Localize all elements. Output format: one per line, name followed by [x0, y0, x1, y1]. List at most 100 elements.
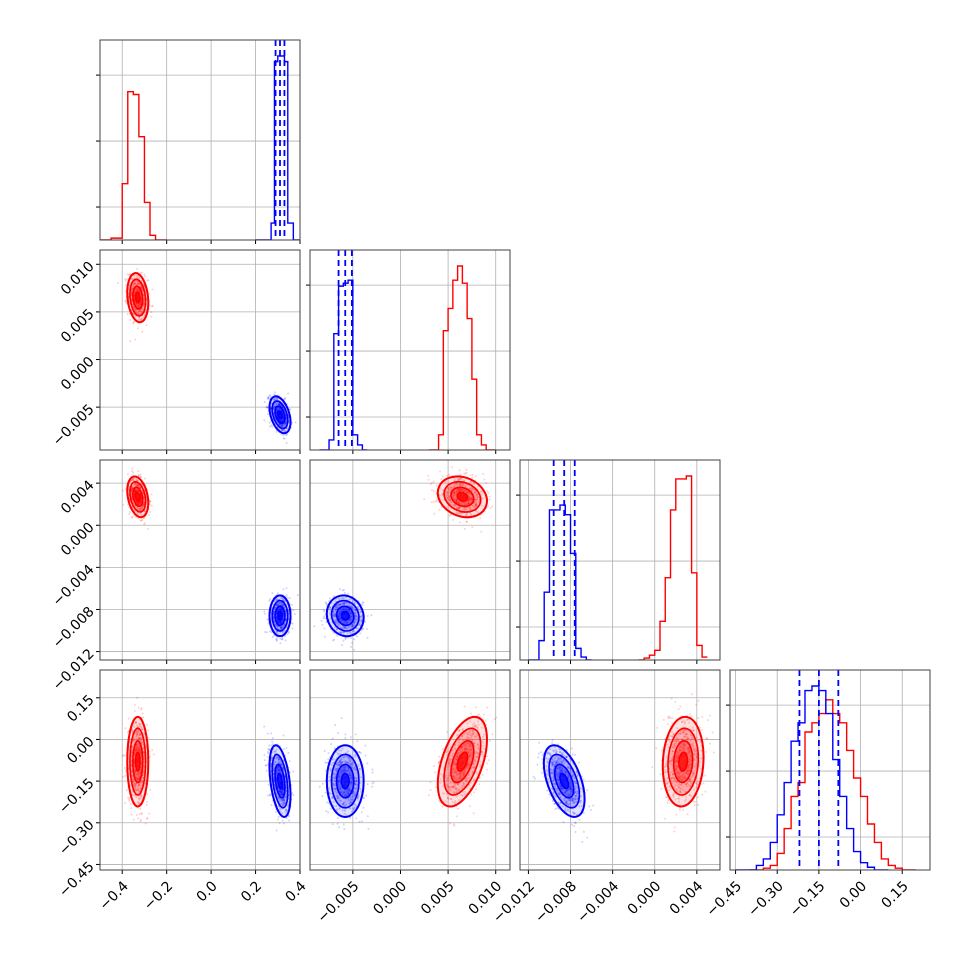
scatter-point	[346, 627, 349, 630]
scatter-point	[149, 788, 152, 791]
scatter-point	[276, 818, 279, 821]
scatter-point	[278, 601, 281, 604]
scatter-point	[263, 612, 266, 615]
scatter-point	[324, 601, 327, 604]
scatter-point	[130, 488, 133, 491]
scatter-point	[466, 491, 469, 494]
scatter-point	[138, 303, 141, 306]
scatter-point	[127, 717, 130, 720]
scatter-point	[469, 499, 472, 502]
scatter-point	[146, 279, 149, 282]
scatter-point	[137, 501, 140, 504]
scatter-point	[341, 596, 344, 599]
scatter-point	[337, 615, 340, 618]
scatter-point	[281, 429, 284, 432]
scatter-point	[288, 819, 291, 822]
scatter-point	[475, 503, 478, 506]
scatter-point	[434, 500, 437, 503]
scatter-point	[142, 716, 145, 719]
scatter-point	[278, 423, 281, 426]
scatter-point	[138, 303, 141, 306]
scatter-point	[323, 627, 326, 630]
scatter-point	[140, 500, 143, 503]
scatter-point	[266, 618, 269, 621]
scatter-point	[354, 614, 357, 617]
scatter-point	[350, 615, 353, 618]
scatter-point	[350, 616, 353, 619]
panels-layer	[96, 39, 931, 874]
scatter-point	[278, 608, 281, 611]
scatter-point	[486, 490, 489, 493]
scatter-point	[479, 490, 482, 493]
scatter-point	[475, 502, 478, 505]
scatter-point	[133, 504, 136, 507]
scatter-point	[455, 499, 458, 502]
scatter-point	[267, 794, 270, 797]
scatter-point	[276, 398, 279, 401]
scatter-point	[279, 620, 282, 623]
scatter-point	[338, 616, 341, 619]
scatter-point	[334, 609, 337, 612]
scatter-point	[489, 507, 492, 510]
scatter-point	[129, 319, 132, 322]
scatter-point	[132, 477, 135, 480]
scatter-point	[282, 425, 285, 428]
scatter-point	[457, 478, 460, 481]
scatter-point	[133, 484, 136, 487]
scatter-point	[273, 393, 276, 396]
scatter-point	[350, 645, 353, 648]
scatter-point	[131, 284, 134, 287]
scatter-point	[138, 310, 141, 313]
scatter-point	[284, 635, 287, 638]
scatter-point	[366, 615, 369, 618]
scatter-point	[467, 501, 470, 504]
scatter-point	[134, 308, 137, 311]
scatter-point	[460, 484, 463, 487]
scatter-point	[470, 496, 473, 499]
scatter-point	[136, 490, 139, 493]
scatter-point	[149, 510, 152, 513]
scatter-point	[128, 283, 131, 286]
scatter-point	[278, 822, 281, 825]
scatter-point	[427, 474, 430, 477]
scatter-point	[131, 303, 134, 306]
scatter-point	[281, 597, 284, 600]
scatter-point	[463, 501, 466, 504]
scatter-point	[135, 489, 138, 492]
scatter-point	[475, 500, 478, 503]
scatter-point	[139, 502, 142, 505]
scatter-point	[136, 489, 139, 492]
scatter-point	[449, 513, 452, 516]
scatter-point	[130, 278, 133, 281]
scatter-point	[272, 611, 275, 614]
scatter-point	[346, 632, 349, 635]
scatter-point	[136, 502, 139, 505]
scatter-point	[286, 426, 289, 429]
scatter-point	[333, 613, 336, 616]
scatter-point	[132, 283, 135, 286]
scatter-point	[143, 275, 146, 278]
scatter-point	[276, 625, 279, 628]
scatter-point	[467, 502, 470, 505]
scatter-point	[336, 606, 339, 609]
scatter-point	[461, 484, 464, 487]
scatter-point	[432, 489, 435, 492]
scatter-point	[460, 489, 463, 492]
scatter-point	[128, 511, 131, 514]
scatter-point	[452, 496, 455, 499]
scatter-point	[136, 305, 139, 308]
scatter-point	[351, 615, 354, 618]
scatter-point	[280, 626, 283, 629]
scatter-point	[263, 419, 266, 422]
scatter-point	[473, 504, 476, 507]
scatter-point	[281, 419, 284, 422]
scatter-point	[138, 303, 141, 306]
scatter-point	[283, 424, 286, 427]
scatter-point	[139, 819, 142, 822]
scatter-point	[469, 508, 472, 511]
panel-frame	[99, 39, 301, 241]
scatter-point	[445, 493, 448, 496]
scatter-point	[451, 503, 454, 506]
scatter-point	[345, 607, 348, 610]
scatter-point	[450, 501, 453, 504]
